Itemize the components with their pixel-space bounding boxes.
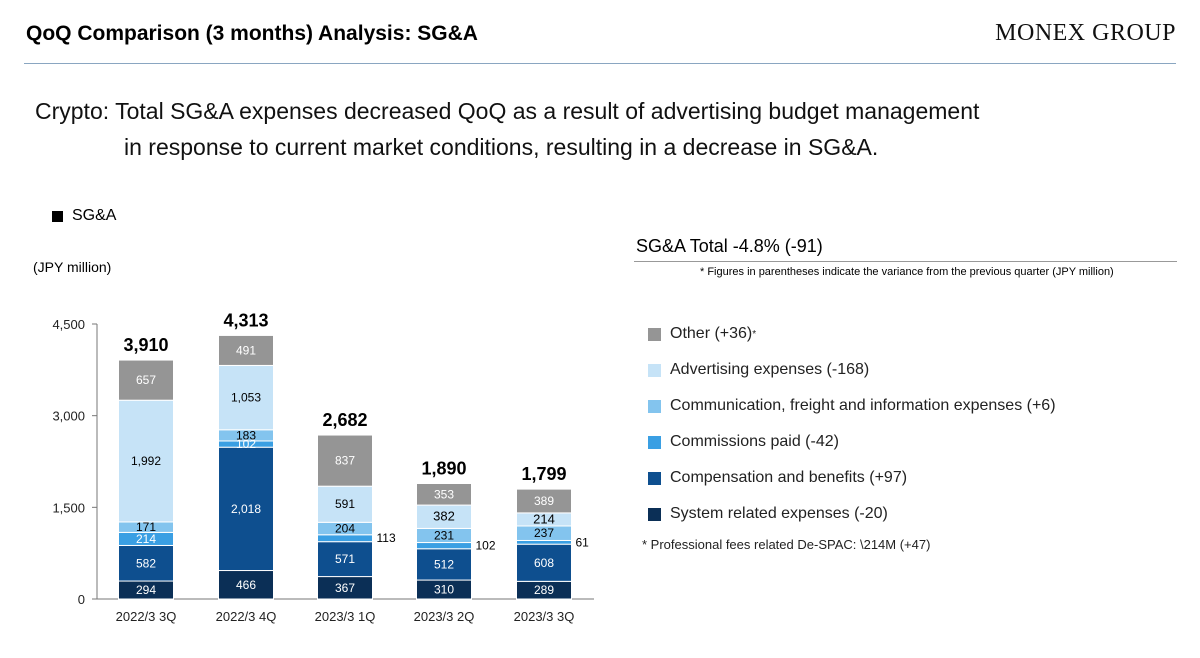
data-label: 353	[434, 487, 454, 501]
data-label: 389	[534, 494, 554, 508]
data-label: 491	[236, 343, 256, 357]
legend-item-advertising: Advertising expenses (-168)	[648, 352, 1056, 388]
headline-line-1: Crypto: Total SG&A expenses decreased Qo…	[35, 98, 980, 124]
unit-label: (JPY million)	[33, 259, 112, 275]
data-label: 310	[434, 583, 454, 597]
data-label: 214	[533, 511, 555, 526]
legend-item-commissions: Commissions paid (-42)	[648, 424, 1056, 460]
bar-segment	[416, 483, 472, 506]
legend-label: Compensation and benefits (+97)	[670, 469, 908, 486]
data-label: 367	[335, 581, 355, 595]
data-label: 231	[434, 528, 454, 542]
chart-key-label: SG&A	[72, 207, 117, 224]
x-tick-label: 2023/3 1Q	[315, 609, 376, 624]
legend-label: Commissions paid (-42)	[670, 433, 839, 450]
data-label: 113	[377, 531, 396, 545]
sga-stacked-bar-chart: 01,5003,0004,5002945822141711,9926573,91…	[52, 310, 594, 624]
data-label: 657	[136, 373, 156, 387]
legend-item-communication: Communication, freight and information e…	[648, 388, 1056, 424]
data-label: 214	[136, 532, 156, 546]
legend-swatch	[648, 471, 661, 485]
bar-segment	[317, 434, 373, 487]
bar-segment	[516, 488, 572, 514]
legend-swatch	[648, 435, 661, 449]
bar-segment	[317, 534, 373, 543]
data-label: 571	[335, 552, 355, 566]
legend-label: Advertising expenses (-168)	[670, 361, 870, 378]
company-logo: MONEX GROUP	[995, 20, 1176, 46]
summary-divider	[634, 261, 1177, 262]
bar-segment	[516, 543, 572, 582]
data-label: 289	[534, 583, 554, 597]
legend-swatch	[648, 327, 661, 341]
chart-legend: Other (+36) * Advertising expenses (-168…	[648, 316, 1056, 532]
data-label: 591	[335, 497, 355, 511]
y-tick-label: 3,000	[52, 409, 85, 424]
bar-segment	[218, 334, 274, 366]
data-label: 466	[236, 578, 256, 592]
bar-total-label: 2,682	[322, 410, 367, 430]
data-label: 183	[236, 428, 256, 442]
legend-label: Other (+36)	[670, 325, 753, 342]
bar-total-label: 3,910	[123, 335, 168, 355]
data-label: 2,018	[231, 502, 261, 516]
bar-total-label: 1,890	[421, 459, 466, 479]
data-label: 204	[335, 522, 355, 536]
variance-note: * Figures in parentheses indicate the va…	[700, 266, 1114, 278]
header-divider	[24, 63, 1176, 64]
data-label: 1,053	[231, 391, 261, 405]
legend-swatch	[648, 507, 661, 521]
data-label: 382	[433, 509, 455, 524]
page-title: QoQ Comparison (3 months) Analysis: SG&A	[26, 22, 478, 45]
bar-segment	[218, 570, 274, 600]
y-tick-label: 1,500	[52, 500, 85, 515]
legend-footnote-mark: *	[752, 328, 757, 340]
y-tick-label: 4,500	[52, 317, 85, 332]
chart-key: SG&A	[52, 207, 116, 225]
y-tick-label: 0	[78, 592, 85, 607]
data-label: 512	[434, 557, 454, 571]
de-spac-footnote: * Professional fees related De-SPAC: \21…	[642, 537, 931, 552]
data-label: 582	[136, 556, 156, 570]
x-tick-label: 2022/3 3Q	[116, 609, 177, 624]
headline-line-2: in response to current market conditions…	[124, 134, 879, 160]
bar-segment	[416, 542, 472, 550]
bar-segment	[516, 539, 572, 545]
x-tick-label: 2023/3 2Q	[414, 609, 475, 624]
legend-swatch	[648, 363, 661, 377]
legend-item-system: System related expenses (-20)	[648, 496, 1056, 532]
headline: Crypto: Total SG&A expenses decreased Qo…	[35, 93, 979, 165]
data-label: 102	[476, 539, 496, 553]
square-icon	[52, 210, 63, 222]
legend-swatch	[648, 399, 661, 413]
bar-segment	[118, 359, 174, 401]
bar-segment	[218, 364, 274, 431]
data-label: 61	[576, 535, 590, 549]
data-label: 102	[236, 437, 256, 451]
legend-label: Communication, freight and information e…	[670, 397, 1056, 414]
bar-segment	[416, 548, 472, 581]
data-label: 608	[534, 556, 554, 570]
x-tick-label: 2022/3 4Q	[216, 609, 277, 624]
data-label: 837	[335, 454, 355, 468]
summary-title: SG&A Total -4.8% (-91)	[636, 236, 823, 256]
legend-item-other: Other (+36) *	[648, 316, 1056, 352]
data-label: 1,992	[131, 454, 161, 468]
bar-total-label: 4,313	[223, 310, 268, 330]
bar-total-label: 1,799	[521, 464, 566, 484]
data-label: 237	[534, 526, 554, 540]
x-tick-label: 2023/3 3Q	[514, 609, 575, 624]
legend-item-compensation: Compensation and benefits (+97)	[648, 460, 1056, 496]
data-label: 294	[136, 583, 156, 597]
legend-label: System related expenses (-20)	[670, 505, 888, 522]
data-label: 171	[136, 520, 156, 534]
